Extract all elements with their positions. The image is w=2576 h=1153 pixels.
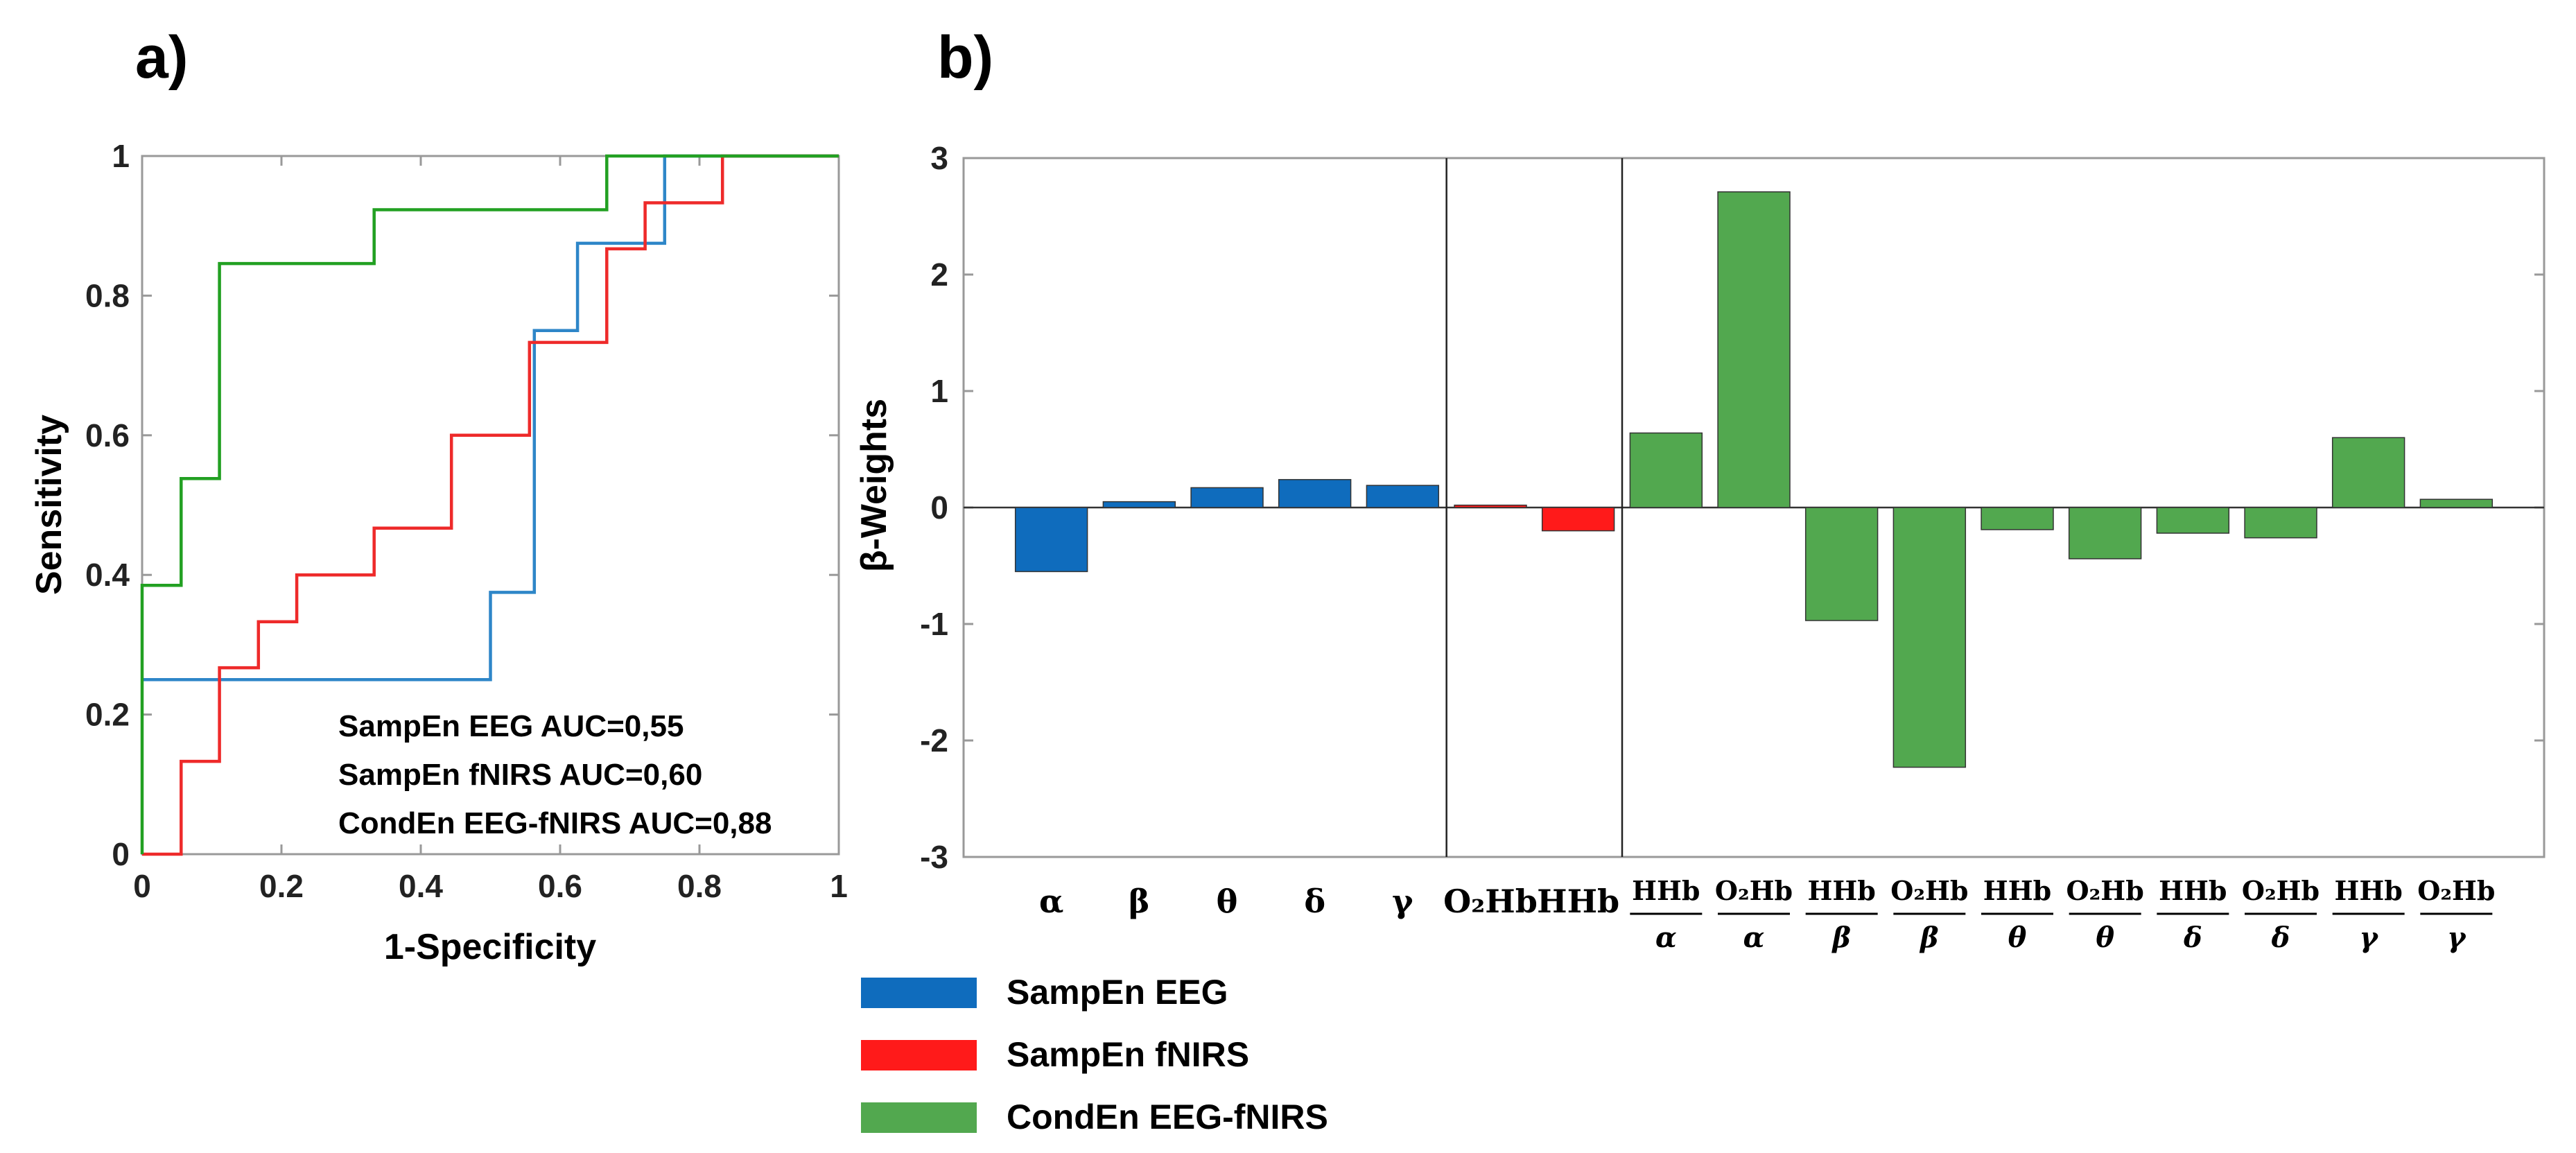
category-label: α (1039, 883, 1063, 920)
bar-conden-eeg-fnirs-9 (1804, 507, 1879, 621)
bar-sampen-eeg-1 (1102, 501, 1176, 508)
category-denominator: δ (2271, 921, 2290, 954)
roc-curve-sampen-fnirs (142, 154, 839, 856)
bar-sampen-eeg-2 (1190, 487, 1264, 508)
category-denominator: θ (2008, 921, 2027, 954)
category-denominator: β (1831, 921, 1851, 954)
roc-x-tick-label: 0.4 (399, 868, 443, 904)
category-label: O₂Hb (1443, 883, 1538, 920)
legend-label: SampEn fNIRS (1007, 1035, 1249, 1074)
legend-swatch (861, 1102, 977, 1133)
bar-conden-eeg-fnirs-8 (1717, 191, 1791, 508)
auc-annotation-eeg: SampEn EEG AUC=0,55 (338, 709, 684, 743)
bar-conden-eeg-fnirs-12 (2068, 507, 2142, 560)
category-numerator: HHb (2159, 875, 2227, 906)
roc-axis-ticks: 0 0.2 0.4 0.6 0.8 1 0 0.2 0.4 0.6 0.8 1 (85, 138, 848, 904)
legend: SampEn EEG SampEn fNIRS CondEn EEG-fNIRS (861, 973, 1328, 1136)
legend-label: CondEn EEG-fNIRS (1007, 1098, 1328, 1136)
bar-y-tick-label: -3 (920, 839, 948, 875)
category-denominator: θ (2096, 921, 2114, 954)
auc-annotation-conden: CondEn EEG-fNIRS AUC=0,88 (338, 806, 772, 840)
roc-y-tick-label: 0.4 (85, 557, 130, 593)
category-label: θ (1217, 883, 1238, 920)
category-denominator: δ (2183, 921, 2202, 954)
roc-curve-conden-eeg-fnirs (140, 154, 839, 854)
roc-y-axis-title: Sensitivity (29, 415, 69, 595)
panel-b-label: b) (937, 24, 993, 91)
category-label: HHb (1537, 883, 1619, 920)
bar-conden-eeg-fnirs-14 (2244, 507, 2317, 539)
bar-sampen-eeg-3 (1278, 478, 1352, 508)
bar-conden-eeg-fnirs-10 (1892, 507, 1967, 768)
bar-conden-eeg-fnirs-15 (2331, 437, 2405, 508)
auc-annotation-fnirs: SampEn fNIRS AUC=0,60 (338, 758, 702, 792)
roc-y-tick-label: 1 (112, 138, 130, 174)
bar-y-tick-label: 0 (930, 489, 948, 526)
roc-plot-area (141, 155, 840, 856)
roc-x-axis-title: 1-Specificity (384, 927, 596, 967)
category-numerator: O₂Hb (2417, 875, 2495, 906)
category-numerator: HHb (1983, 875, 2051, 906)
category-label: δ (1304, 883, 1325, 920)
roc-x-tick-label: 0.2 (259, 868, 304, 904)
roc-y-tick-label: 0.6 (85, 417, 130, 453)
category-label: γ (1392, 883, 1413, 920)
legend-label: SampEn EEG (1007, 973, 1228, 1012)
bar-category-labels: α β θ δ γ O₂Hb HHb HHbαO₂HbαHHbβO₂HbβHHbθO₂HbθH… (1039, 875, 2495, 954)
bar-y-tick-label: 3 (930, 140, 948, 176)
bar-conden-eeg-fnirs-16 (2419, 499, 2494, 508)
bar-y-tick-label: 1 (930, 373, 948, 409)
category-denominator: γ (2359, 921, 2378, 954)
bar-y-tick-label: -1 (920, 606, 948, 642)
bar-sampen-eeg-0 (1014, 507, 1088, 573)
category-denominator: α (1743, 921, 1765, 954)
roc-x-tick-label: 1 (830, 868, 848, 904)
legend-swatch (861, 1040, 977, 1070)
bar-y-axis-title: β-Weights (854, 399, 894, 572)
roc-x-tick-label: 0 (133, 868, 151, 904)
roc-y-tick-label: 0.8 (85, 277, 130, 313)
bar-sampen-fnirs-6 (1541, 507, 1615, 532)
category-denominator: α (1655, 921, 1677, 954)
category-label: β (1129, 883, 1150, 920)
roc-curves (140, 154, 839, 856)
bar-conden-eeg-fnirs-7 (1629, 432, 1703, 508)
bar-sampen-eeg-4 (1366, 485, 1440, 508)
bar-sampen-fnirs-5 (1454, 504, 1527, 508)
legend-swatch (861, 978, 977, 1008)
category-numerator: HHb (2334, 875, 2402, 906)
bar-series (1014, 158, 2494, 857)
panel-a-label: a) (135, 24, 188, 91)
roc-curve-sampen-eeg (142, 154, 839, 682)
category-numerator: O₂Hb (2242, 875, 2320, 906)
roc-chart: 0 0.2 0.4 0.6 0.8 1 0 0.2 0.4 0.6 0.8 1 1-Specifici… (29, 138, 848, 967)
roc-x-tick-label: 0.6 (538, 868, 582, 904)
bar-conden-eeg-fnirs-11 (1981, 507, 2054, 530)
category-numerator: HHb (1632, 875, 1700, 906)
bar-conden-eeg-fnirs-13 (2156, 507, 2230, 534)
category-numerator: O₂Hb (1715, 875, 1793, 906)
category-denominator: γ (2447, 921, 2466, 954)
category-numerator: HHb (1807, 875, 1875, 906)
roc-y-tick-label: 0.2 (85, 697, 130, 733)
category-numerator: O₂Hb (2066, 875, 2144, 906)
bar-y-tick-label: 2 (930, 257, 948, 293)
category-numerator: O₂Hb (1890, 875, 1968, 906)
category-denominator: β (1919, 921, 1939, 954)
roc-y-tick-label: 0 (112, 836, 130, 872)
roc-x-tick-label: 0.8 (677, 868, 722, 904)
bar-y-tick-label: -2 (920, 722, 948, 758)
